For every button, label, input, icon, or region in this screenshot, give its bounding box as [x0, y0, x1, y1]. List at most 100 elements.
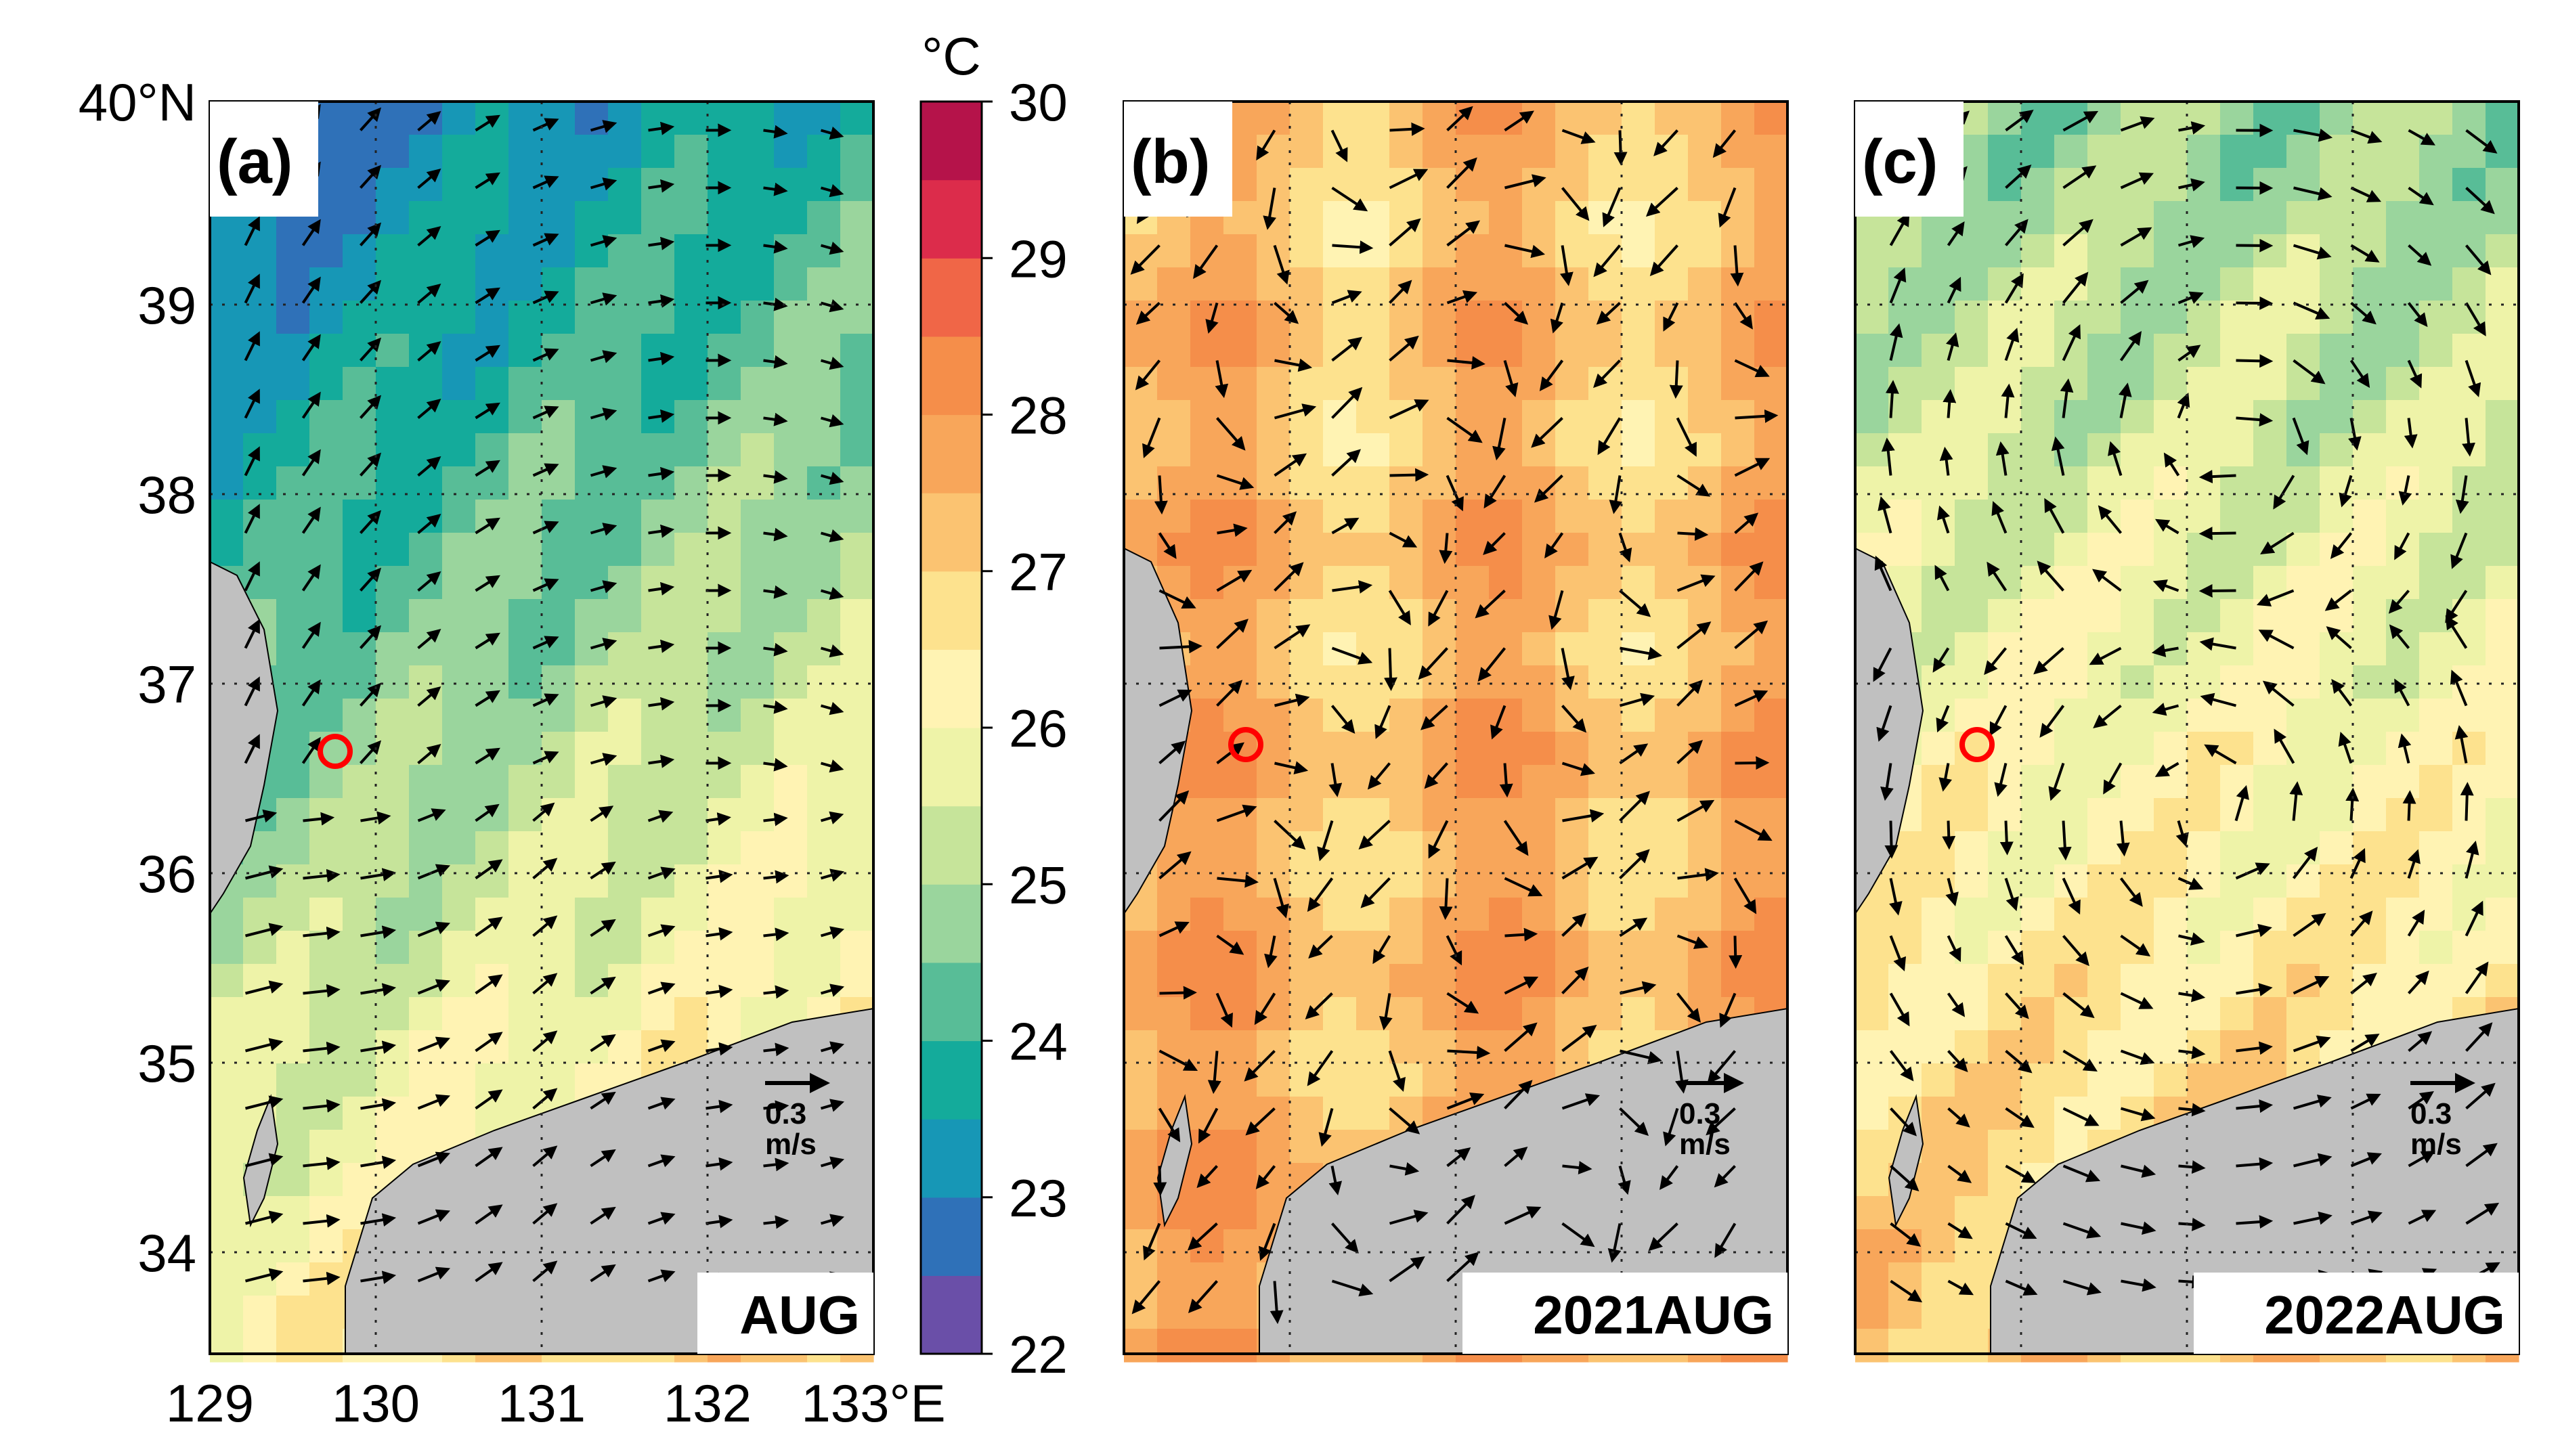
- current-vector: [2178, 1160, 2206, 1174]
- sst-cell: [2452, 765, 2486, 799]
- sst-cell: [2486, 798, 2519, 832]
- current-vector: [2062, 1107, 2100, 1126]
- sst-cell: [409, 765, 443, 799]
- sst-cell: [2154, 665, 2188, 699]
- sst-cell: [1522, 102, 1556, 135]
- scale-unit: m/s: [1679, 1128, 1731, 1161]
- sst-cell: [1655, 168, 1689, 202]
- sst-cell: [1190, 964, 1224, 998]
- current-vector: [244, 273, 260, 304]
- sst-cell: [575, 201, 609, 235]
- current-vector: [1943, 389, 1957, 418]
- sst-cell: [508, 997, 542, 1031]
- sst-cell: [243, 433, 277, 467]
- sst-cell: [2253, 665, 2287, 699]
- current-vector: [1561, 1025, 1597, 1053]
- current-vector: [245, 809, 278, 823]
- current-vector: [763, 585, 788, 599]
- sst-cell: [2452, 699, 2486, 732]
- sst-cell: [1988, 201, 2022, 235]
- current-vector: [1274, 453, 1307, 477]
- sst-cell: [641, 301, 675, 334]
- sst-cell: [2286, 500, 2320, 533]
- sst-cell: [475, 267, 509, 301]
- sst-cell: [475, 533, 509, 567]
- current-vector: [2260, 531, 2295, 554]
- current-vector: [647, 810, 674, 823]
- current-vector: [1618, 532, 1632, 562]
- sst-cell: [1323, 533, 1357, 567]
- sst-cell: [2486, 533, 2519, 567]
- sst-cell: [343, 1163, 376, 1197]
- current-vector: [1718, 187, 1737, 228]
- sst-cell: [840, 400, 874, 434]
- current-vector: [1714, 1222, 1737, 1258]
- sst-cell: [1622, 334, 1655, 368]
- current-vector: [1331, 186, 1368, 212]
- sst-cell: [409, 533, 443, 567]
- sst-cell: [2386, 201, 2420, 235]
- map-frame: [209, 100, 875, 1355]
- current-vector: [1734, 458, 1771, 477]
- sst-cell: [2121, 533, 2154, 567]
- sst-cell: [2286, 367, 2320, 401]
- current-vector: [1389, 218, 1421, 247]
- sst-cell: [2187, 997, 2221, 1031]
- colorbar-segment: [921, 962, 982, 1042]
- sst-cell: [475, 997, 509, 1031]
- current-vector: [2121, 1221, 2156, 1235]
- sst-cell: [1988, 1130, 2022, 1164]
- current-vector: [303, 1156, 341, 1170]
- current-vector: [706, 927, 733, 941]
- current-vector: [1729, 935, 1743, 969]
- sst-cell: [442, 732, 476, 766]
- current-vector: [1331, 449, 1361, 477]
- current-vector: [590, 407, 617, 421]
- sst-cell: [1223, 1196, 1257, 1230]
- current-vector: [532, 1203, 558, 1225]
- sst-cell: [1423, 997, 1456, 1031]
- current-vector: [2178, 988, 2206, 1002]
- current-vector: [1947, 1050, 1968, 1073]
- current-vector: [1939, 446, 1953, 476]
- sst-cell: [2452, 798, 2486, 832]
- current-vector: [2350, 1034, 2380, 1053]
- current-vector: [1274, 693, 1310, 707]
- sst-cell: [2320, 831, 2353, 865]
- sst-cell: [542, 433, 576, 467]
- sst-cell: [442, 765, 476, 799]
- current-vector: [245, 1210, 284, 1225]
- scale-arrow: 0.3 m/s: [1679, 1073, 1744, 1161]
- sst-cell: [1922, 1030, 1955, 1064]
- sst-cell: [2253, 400, 2287, 434]
- sst-cell: [1456, 665, 1490, 699]
- current-vector: [2389, 624, 2410, 649]
- sst-cell: [442, 400, 476, 434]
- sst-cell: [1555, 201, 1589, 235]
- current-vector: [1389, 169, 1429, 190]
- current-vector: [763, 1215, 789, 1229]
- sst-cell: [2187, 566, 2221, 600]
- sst-cell: [475, 898, 509, 931]
- sst-cell: [1323, 367, 1357, 401]
- sst-cell: [2386, 931, 2420, 965]
- sst-cell: [1257, 500, 1290, 533]
- sst-cell: [309, 1329, 343, 1363]
- sst-cell: [2419, 599, 2453, 633]
- current-vector: [1254, 992, 1276, 1025]
- current-vector: [2262, 680, 2295, 707]
- sst-cell: [807, 135, 841, 169]
- sst-cell: [1423, 135, 1456, 169]
- sst-cell: [508, 898, 542, 931]
- sst-cell: [508, 201, 542, 235]
- current-vector: [2116, 820, 2130, 857]
- sst-cell: [1588, 533, 1622, 567]
- sst-cell: [475, 301, 509, 334]
- current-vector: [1207, 1051, 1221, 1095]
- sst-cell: [1356, 1063, 1390, 1097]
- sst-cell: [309, 665, 343, 699]
- current-vector: [2177, 345, 2201, 362]
- sst-cell: [1257, 367, 1290, 401]
- sst-cell: [1955, 1097, 1989, 1130]
- sst-cell: [641, 931, 675, 965]
